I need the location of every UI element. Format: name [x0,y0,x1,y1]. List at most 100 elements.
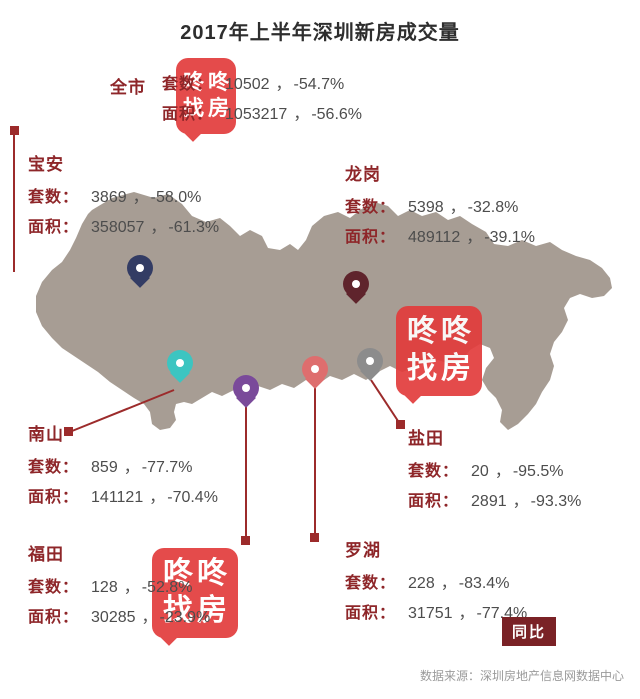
units-label: 套数： [345,575,397,592]
separator: ， [123,459,140,476]
area-change: -70.4% [167,489,218,506]
units-row: 套数： 128 ， -52.8% [28,573,210,603]
area-change: -23.9% [159,609,211,626]
units-label: 套数： [345,199,397,216]
district-block-citywide: 全市 套数： 10502， -54.7% 面积： 1053217， -56.6% [110,70,362,130]
map-pin-futian [233,375,259,401]
separator: ， [458,605,475,622]
units-change: -52.8% [141,579,193,596]
watermark-line1: 咚咚 [183,71,233,95]
units-value: 228 [408,575,435,592]
district-block-baoan: 宝安 套数： 3869 ， -58.0% 面积： 358057 ， -61.3% [28,150,219,243]
map-pin-yantian [357,348,383,374]
watermark-line1: 咚咚 [407,315,475,349]
area-value: 2891 [471,493,507,510]
units-change: -77.7% [141,459,193,476]
area-change: -56.6% [311,106,363,123]
area-row: 面积： 358057 ， -61.3% [28,213,219,243]
area-change: -61.3% [168,219,220,236]
district-block-yantian: 盐田 套数： 20， -95.5% 面积： 2891， -93.3% [408,424,581,517]
map-pin-longgang [343,271,369,297]
watermark-dongdong-stamp-top: 咚咚 找房 [176,58,236,134]
units-change: -54.7% [293,76,345,93]
data-source: 数据来源：深圳房地产信息网数据中心 [419,669,624,683]
watermark-line2: 找房 [163,594,231,627]
area-row: 面积： 31751， -77.4% [345,599,527,629]
page-title: 2017年上半年深圳新房成交量 [180,22,460,44]
district-name: 龙岗 [345,165,381,184]
separator: ， [512,493,529,510]
area-label: 面积： [345,229,397,246]
units-change: -32.8% [467,199,519,216]
units-row: 套数： 10502 ， -54.7% [162,70,362,100]
area-label: 面积： [162,106,214,123]
map-pin-nanshan [167,350,193,376]
units-label: 套数： [28,189,80,206]
district-name: 罗湖 [345,541,381,560]
separator: ， [141,609,158,626]
area-label: 面积： [408,493,460,510]
units-value: 20 [471,463,489,480]
district-block-nanshan: 南山 套数： 859 ， -77.7% 面积： 141121 ， -70.4% [28,420,218,513]
area-label: 面积： [28,489,80,506]
district-name: 福田 [28,545,64,564]
connector-square-baoan [10,126,19,135]
watermark-line2: 找房 [183,97,233,120]
area-label: 面积： [28,219,80,236]
area-change: -39.1% [484,229,535,246]
units-change: -95.5% [512,463,564,480]
units-value: 5398 [408,199,444,216]
separator: ， [123,579,140,596]
yoy-badge: 同比 [502,617,557,646]
area-row: 面积： 141121 ， -70.4% [28,483,218,513]
units-change: -83.4% [458,575,510,592]
separator: ， [132,189,149,206]
separator: ， [494,463,511,480]
separator: ， [293,106,310,123]
units-row: 套数： 20 ， -95.5% [408,457,581,487]
district-block-futian: 福田 套数： 128， -52.8% 面积： 30285， -23.9% [28,540,210,633]
area-label: 面积： [345,605,397,622]
connector-square-nanshan [64,427,73,436]
district-name: 宝安 [28,155,64,174]
units-label: 套数： [408,463,460,480]
area-value: 358057 [91,219,145,236]
units-row: 套数： 859 ， -77.7% [28,453,218,483]
area-value: 31751 [408,605,453,622]
units-value: 859 [91,459,118,476]
units-row: 套数： 3869 ， -58.0% [28,183,219,213]
watermark-dongdong-stamp-bottom: 咚咚 找房 [152,548,238,638]
area-value: 489112 [408,229,461,246]
units-row: 套数： 5398 ， -32.8% [345,193,535,223]
units-value: 3869 [91,189,127,206]
map-pin-luohu [302,356,328,382]
units-label: 套数： [162,76,214,93]
district-name: 盐田 [408,429,444,448]
watermark-line2: 找房 [407,352,475,385]
separator: ， [275,76,292,93]
connector-square-yantian [396,420,405,429]
connector-line-nanshan [71,389,175,432]
watermark-line1: 咚咚 [163,557,231,591]
area-value: 1053217 [225,106,288,123]
units-label: 套数： [28,459,80,476]
connector-line-yantian [370,379,401,425]
area-row: 面积： 2891 ， -93.3% [408,487,581,517]
area-value: 141121 [91,489,144,506]
area-row: 面积： 1053217 ， -56.6% [162,100,362,130]
district-block-longgang: 龙岗 套数： 5398 ， -32.8% 面积： 489112 ， -39.1% [345,160,535,253]
district-block-luohu: 罗湖 套数： 228， -83.4% 面积： 31751， -77.4% [345,536,527,629]
units-value: 10502 [225,76,270,93]
area-row: 面积： 30285 ， -23.9% [28,603,210,633]
separator: ， [449,199,466,216]
units-label: 套数： [28,579,80,596]
area-row: 面积： 489112 ， -39.1% [345,223,535,253]
district-name: 南山 [28,425,64,444]
area-label: 面积： [28,609,80,626]
units-change: -58.0% [150,189,202,206]
units-value: 128 [91,579,118,596]
connector-square-luohu [310,533,319,542]
district-name: 全市 [110,78,146,97]
